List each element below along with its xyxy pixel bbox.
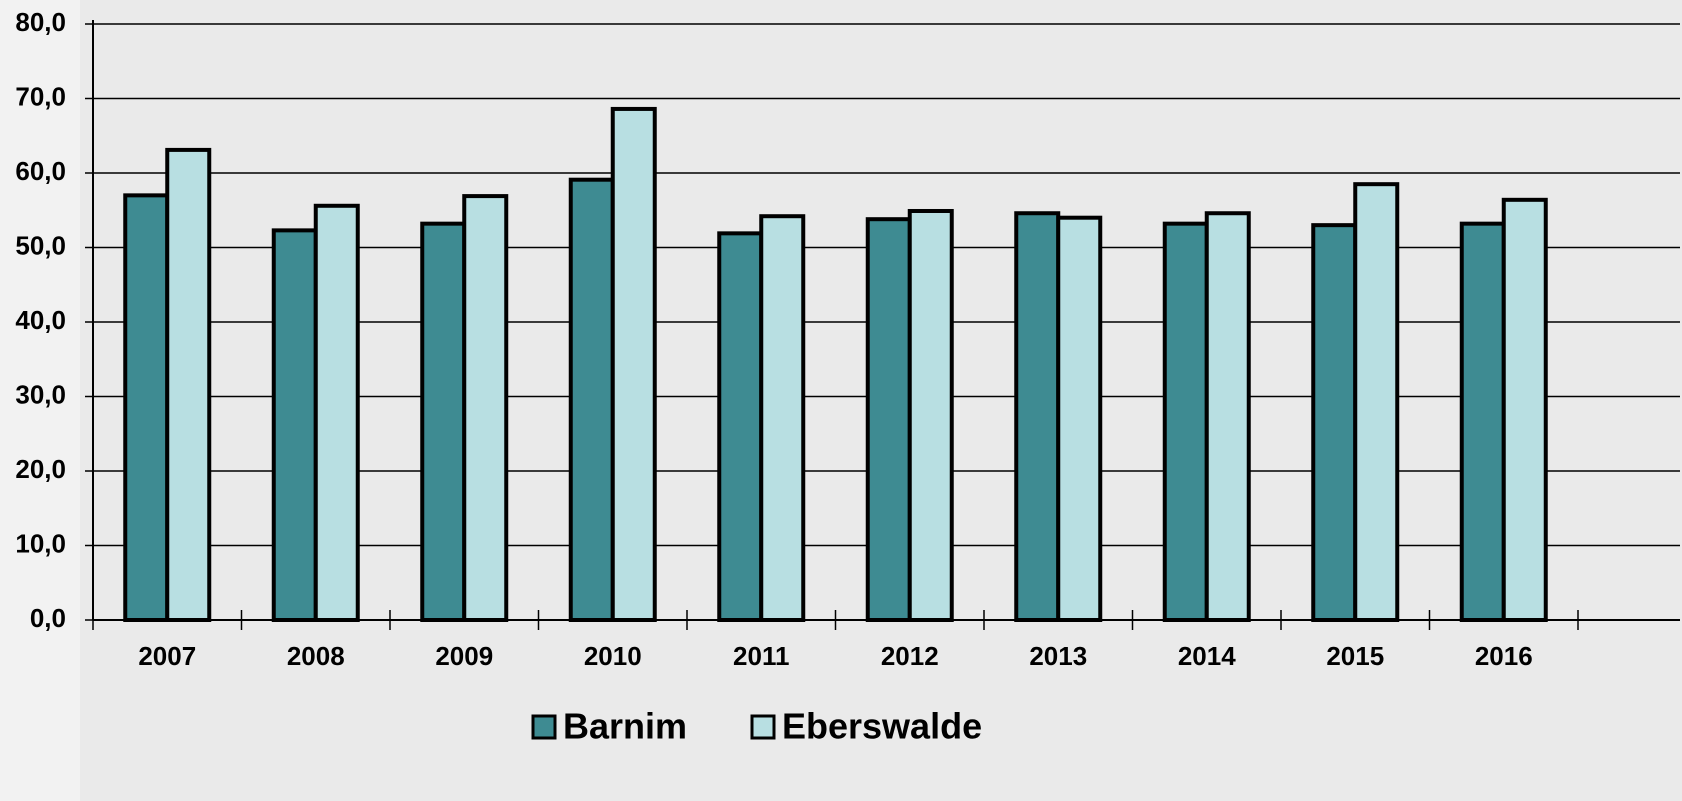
bar [1353, 182, 1400, 623]
legend-label: Eberswalde [782, 706, 982, 747]
y-tick-label: 70,0 [15, 81, 66, 111]
y-tick-label: 20,0 [15, 454, 66, 484]
bar [1056, 215, 1103, 622]
bar [907, 208, 954, 622]
bar [462, 194, 509, 622]
y-tick-label: 30,0 [15, 379, 66, 409]
y-tick-label: 0,0 [30, 603, 66, 633]
bar [865, 217, 912, 622]
x-tick-label: 2014 [1178, 641, 1236, 671]
bar [123, 193, 170, 622]
bar [313, 203, 360, 622]
x-tick-label: 2009 [435, 641, 493, 671]
legend-swatch [531, 714, 557, 740]
y-tick-label: 50,0 [15, 230, 66, 260]
y-tick-label: 40,0 [15, 305, 66, 335]
bar [717, 231, 764, 622]
bar [271, 228, 318, 623]
x-tick-label: 2016 [1475, 641, 1533, 671]
bar [568, 177, 615, 623]
bar [610, 106, 657, 623]
bar [1204, 211, 1251, 622]
x-tick-label: 2007 [138, 641, 196, 671]
x-tick-label: 2013 [1029, 641, 1087, 671]
y-tick-label: 10,0 [15, 528, 66, 558]
x-tick-label: 2011 [733, 641, 789, 671]
bar [1501, 197, 1548, 622]
bar [420, 221, 467, 622]
x-tick-label: 2012 [881, 641, 939, 671]
x-tick-label: 2010 [584, 641, 642, 671]
x-tick-label: 2008 [287, 641, 345, 671]
bar [1459, 221, 1506, 622]
bar [165, 147, 212, 622]
legend-label: Barnim [563, 706, 687, 747]
legend-swatch [750, 714, 776, 740]
bar [1162, 221, 1209, 622]
bar [1014, 211, 1061, 622]
x-tick-label: 2015 [1326, 641, 1384, 671]
bar [1311, 223, 1358, 622]
bar [759, 214, 806, 623]
y-tick-label: 80,0 [15, 7, 66, 37]
y-tick-label: 60,0 [15, 156, 66, 186]
